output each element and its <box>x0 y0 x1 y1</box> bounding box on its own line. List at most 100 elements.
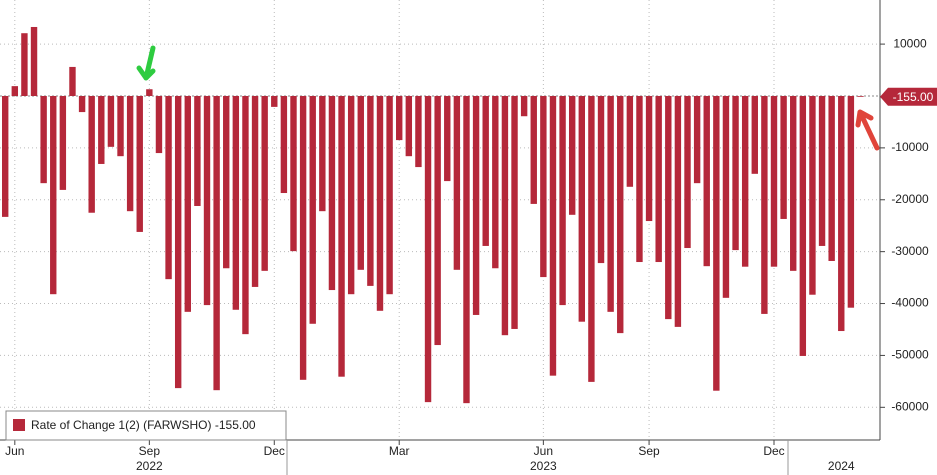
bar <box>722 95 730 298</box>
bar <box>11 86 19 96</box>
bar <box>2 95 9 217</box>
bar <box>299 95 307 380</box>
bar <box>790 95 797 271</box>
bar <box>799 95 807 356</box>
bar <box>857 95 864 97</box>
bar <box>530 95 537 204</box>
bar <box>155 95 163 154</box>
bar <box>328 95 336 291</box>
bar <box>617 95 624 334</box>
bar <box>271 95 278 107</box>
year-label: 2023 <box>530 459 557 473</box>
y-tick-label: -20000 <box>891 192 929 206</box>
bar <box>549 95 557 376</box>
x-tick-label: Jun <box>534 444 553 458</box>
year-label: 2022 <box>136 459 163 473</box>
bar <box>242 95 249 335</box>
bar <box>69 66 76 96</box>
bar <box>463 95 470 404</box>
bar <box>30 26 38 96</box>
bar <box>665 95 672 320</box>
bar <box>347 95 355 295</box>
bar <box>21 33 28 96</box>
bar <box>626 95 634 187</box>
bar <box>559 95 566 306</box>
bar <box>194 95 201 206</box>
bar <box>809 95 816 295</box>
legend: Rate of Change 1(2) (FARWSHO) -155.00 <box>5 410 287 441</box>
bar <box>367 95 374 286</box>
bar <box>482 95 489 246</box>
bar <box>818 95 826 246</box>
bar <box>280 95 288 194</box>
bar <box>357 95 364 270</box>
y-tick-label: -60000 <box>891 399 929 413</box>
bar <box>59 95 67 190</box>
bar <box>713 95 720 391</box>
bar <box>472 95 480 315</box>
bar <box>828 95 835 261</box>
y-tick-label: -40000 <box>891 296 929 310</box>
red-arrow <box>855 109 880 151</box>
x-tick-label: Sep <box>139 444 161 458</box>
bar <box>645 95 653 222</box>
bar <box>117 95 124 157</box>
bar <box>847 95 855 308</box>
bar <box>770 95 778 267</box>
bar <box>386 95 393 295</box>
bar <box>674 95 682 327</box>
bar <box>405 95 413 157</box>
bar <box>453 95 461 270</box>
bar <box>107 95 115 147</box>
bar <box>520 95 528 117</box>
bar <box>396 95 403 141</box>
bar <box>444 95 451 182</box>
bar <box>88 95 95 213</box>
bar <box>684 95 691 249</box>
bar <box>415 95 422 168</box>
bar <box>780 95 787 219</box>
bar <box>290 95 297 252</box>
bar <box>597 95 605 264</box>
bar <box>309 95 316 324</box>
bar <box>511 95 518 329</box>
y-tick-label: 10000 <box>893 36 927 50</box>
legend-swatch <box>13 419 25 431</box>
bar <box>751 95 758 174</box>
x-tick-label: Mar <box>389 444 410 458</box>
bar <box>146 89 153 96</box>
bar <box>655 95 662 263</box>
bar <box>184 95 191 312</box>
bar <box>261 95 268 271</box>
bar <box>838 95 845 332</box>
bar <box>174 95 182 389</box>
bar <box>136 95 143 232</box>
bar <box>501 95 509 336</box>
bar <box>636 95 643 263</box>
bar <box>568 95 576 215</box>
bar <box>251 95 259 287</box>
bar <box>434 95 441 346</box>
bar <box>588 95 595 382</box>
bar <box>693 95 701 184</box>
legend-box <box>5 410 287 441</box>
y-tick-label: -10000 <box>891 140 929 154</box>
bar <box>165 95 172 280</box>
bar <box>540 95 547 278</box>
last-value-tag <box>880 87 937 106</box>
bar <box>741 95 749 267</box>
bar <box>319 95 326 212</box>
bar <box>78 95 86 113</box>
year-label: 2024 <box>828 459 855 473</box>
bar <box>376 95 384 311</box>
bar <box>761 95 768 314</box>
bar <box>607 95 614 312</box>
green-arrow <box>136 45 156 81</box>
bar <box>232 95 240 310</box>
bar <box>98 95 105 164</box>
x-tick-label: Sep <box>638 444 660 458</box>
x-tick-label: Jun <box>5 444 24 458</box>
bar <box>578 95 585 322</box>
